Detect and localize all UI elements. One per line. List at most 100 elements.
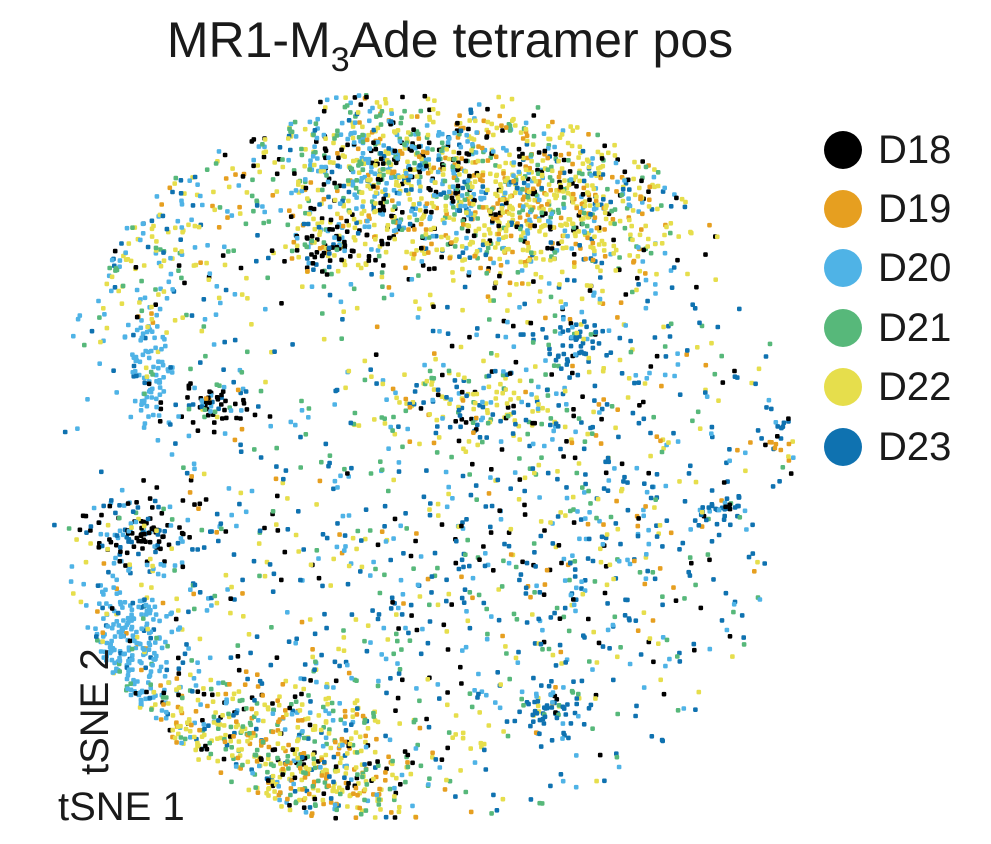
scatter-point-d21 [253,785,258,790]
scatter-point-d18 [118,549,123,554]
scatter-point-d22 [562,178,567,183]
scatter-point-d23 [526,701,531,707]
scatter-point-d21 [265,275,270,281]
scatter-point-d22 [469,148,474,153]
scatter-point-d18 [185,395,190,400]
scatter-point-d22 [337,760,343,766]
scatter-point-d18 [636,516,641,521]
scatter-point-d22 [262,702,267,708]
scatter-point-d22 [377,173,382,179]
scatter-point-d21 [475,216,480,221]
scatter-point-d23 [753,381,758,387]
scatter-point-d18 [542,148,548,154]
scatter-point-d20 [243,509,249,515]
scatter-point-d22 [286,136,291,141]
scatter-point-d20 [396,460,402,465]
scatter-point-d22 [493,245,498,250]
scatter-point-d20 [362,224,368,229]
scatter-point-d23 [114,533,120,538]
scatter-point-d19 [390,198,395,203]
scatter-point-d23 [584,324,589,330]
scatter-point-d18 [554,697,560,702]
scatter-point-d18 [459,523,464,529]
scatter-point-d21 [247,720,253,726]
scatter-point-d20 [111,622,116,627]
scatter-point-d23 [176,666,182,671]
scatter-point-d19 [443,155,448,161]
scatter-point-d22 [600,288,605,294]
scatter-point-d22 [274,522,279,527]
scatter-point-d19 [594,225,600,231]
scatter-point-d18 [244,407,250,412]
scatter-point-d22 [377,104,382,109]
scatter-point-d23 [691,641,697,647]
scatter-point-d20 [389,111,394,116]
scatter-point-d22 [601,366,606,371]
scatter-point-d22 [197,636,203,642]
scatter-point-d20 [640,259,646,264]
scatter-point-d20 [552,144,557,150]
scatter-point-d19 [270,729,276,735]
scatter-point-d23 [403,188,409,193]
scatter-point-d22 [432,98,437,103]
scatter-point-d19 [266,744,272,750]
scatter-point-d20 [554,391,559,396]
scatter-point-d18 [410,760,415,766]
scatter-point-d19 [528,594,533,600]
scatter-point-d22 [315,187,321,193]
scatter-point-d18 [220,416,225,421]
scatter-point-d23 [363,507,369,512]
scatter-point-d20 [144,621,150,627]
scatter-point-d21 [139,278,144,284]
scatter-point-d23 [716,532,722,538]
scatter-point-d21 [491,298,496,303]
scatter-point-d22 [148,556,153,562]
scatter-point-d20 [496,237,502,242]
scatter-point-d23 [724,496,730,501]
scatter-point-d18 [549,246,555,251]
scatter-point-d23 [257,678,263,684]
scatter-point-d21 [321,240,327,245]
scatter-point-d21 [551,363,557,368]
scatter-point-d22 [521,155,526,161]
scatter-point-d22 [280,480,286,486]
scatter-point-d23 [266,255,271,261]
scatter-point-d23 [535,699,541,704]
scatter-point-d20 [561,685,566,690]
scatter-point-d21 [571,225,577,230]
scatter-point-d23 [238,449,244,454]
scatter-point-d23 [530,466,536,471]
scatter-point-d23 [130,600,136,606]
scatter-point-d18 [574,184,579,189]
scatter-point-d18 [441,622,447,628]
scatter-point-d23 [547,351,552,357]
scatter-point-d23 [270,589,276,594]
scatter-point-d19 [593,198,599,204]
scatter-point-d20 [436,153,442,158]
scatter-point-d23 [184,642,189,647]
scatter-point-d23 [534,711,540,716]
scatter-point-d19 [223,691,229,697]
scatter-point-d19 [235,387,241,393]
scatter-point-d22 [195,697,201,703]
scatter-point-d23 [545,470,551,476]
title-subscript: 3 [330,41,350,79]
scatter-point-d19 [517,215,523,220]
scatter-point-d18 [366,258,372,263]
scatter-point-d22 [546,124,551,129]
scatter-point-d18 [426,140,432,146]
scatter-point-d20 [443,469,449,475]
scatter-point-d22 [695,345,700,350]
scatter-point-d19 [307,791,312,797]
scatter-point-d20 [163,715,169,721]
scatter-point-d19 [299,718,305,723]
scatter-point-d22 [176,731,181,737]
scatter-point-d19 [337,532,342,537]
scatter-point-d20 [338,299,344,305]
scatter-point-d18 [305,236,310,241]
scatter-point-d22 [312,226,318,232]
scatter-point-d19 [457,113,462,118]
scatter-point-d19 [671,585,676,590]
scatter-point-d22 [585,190,590,195]
scatter-point-d20 [625,557,630,563]
